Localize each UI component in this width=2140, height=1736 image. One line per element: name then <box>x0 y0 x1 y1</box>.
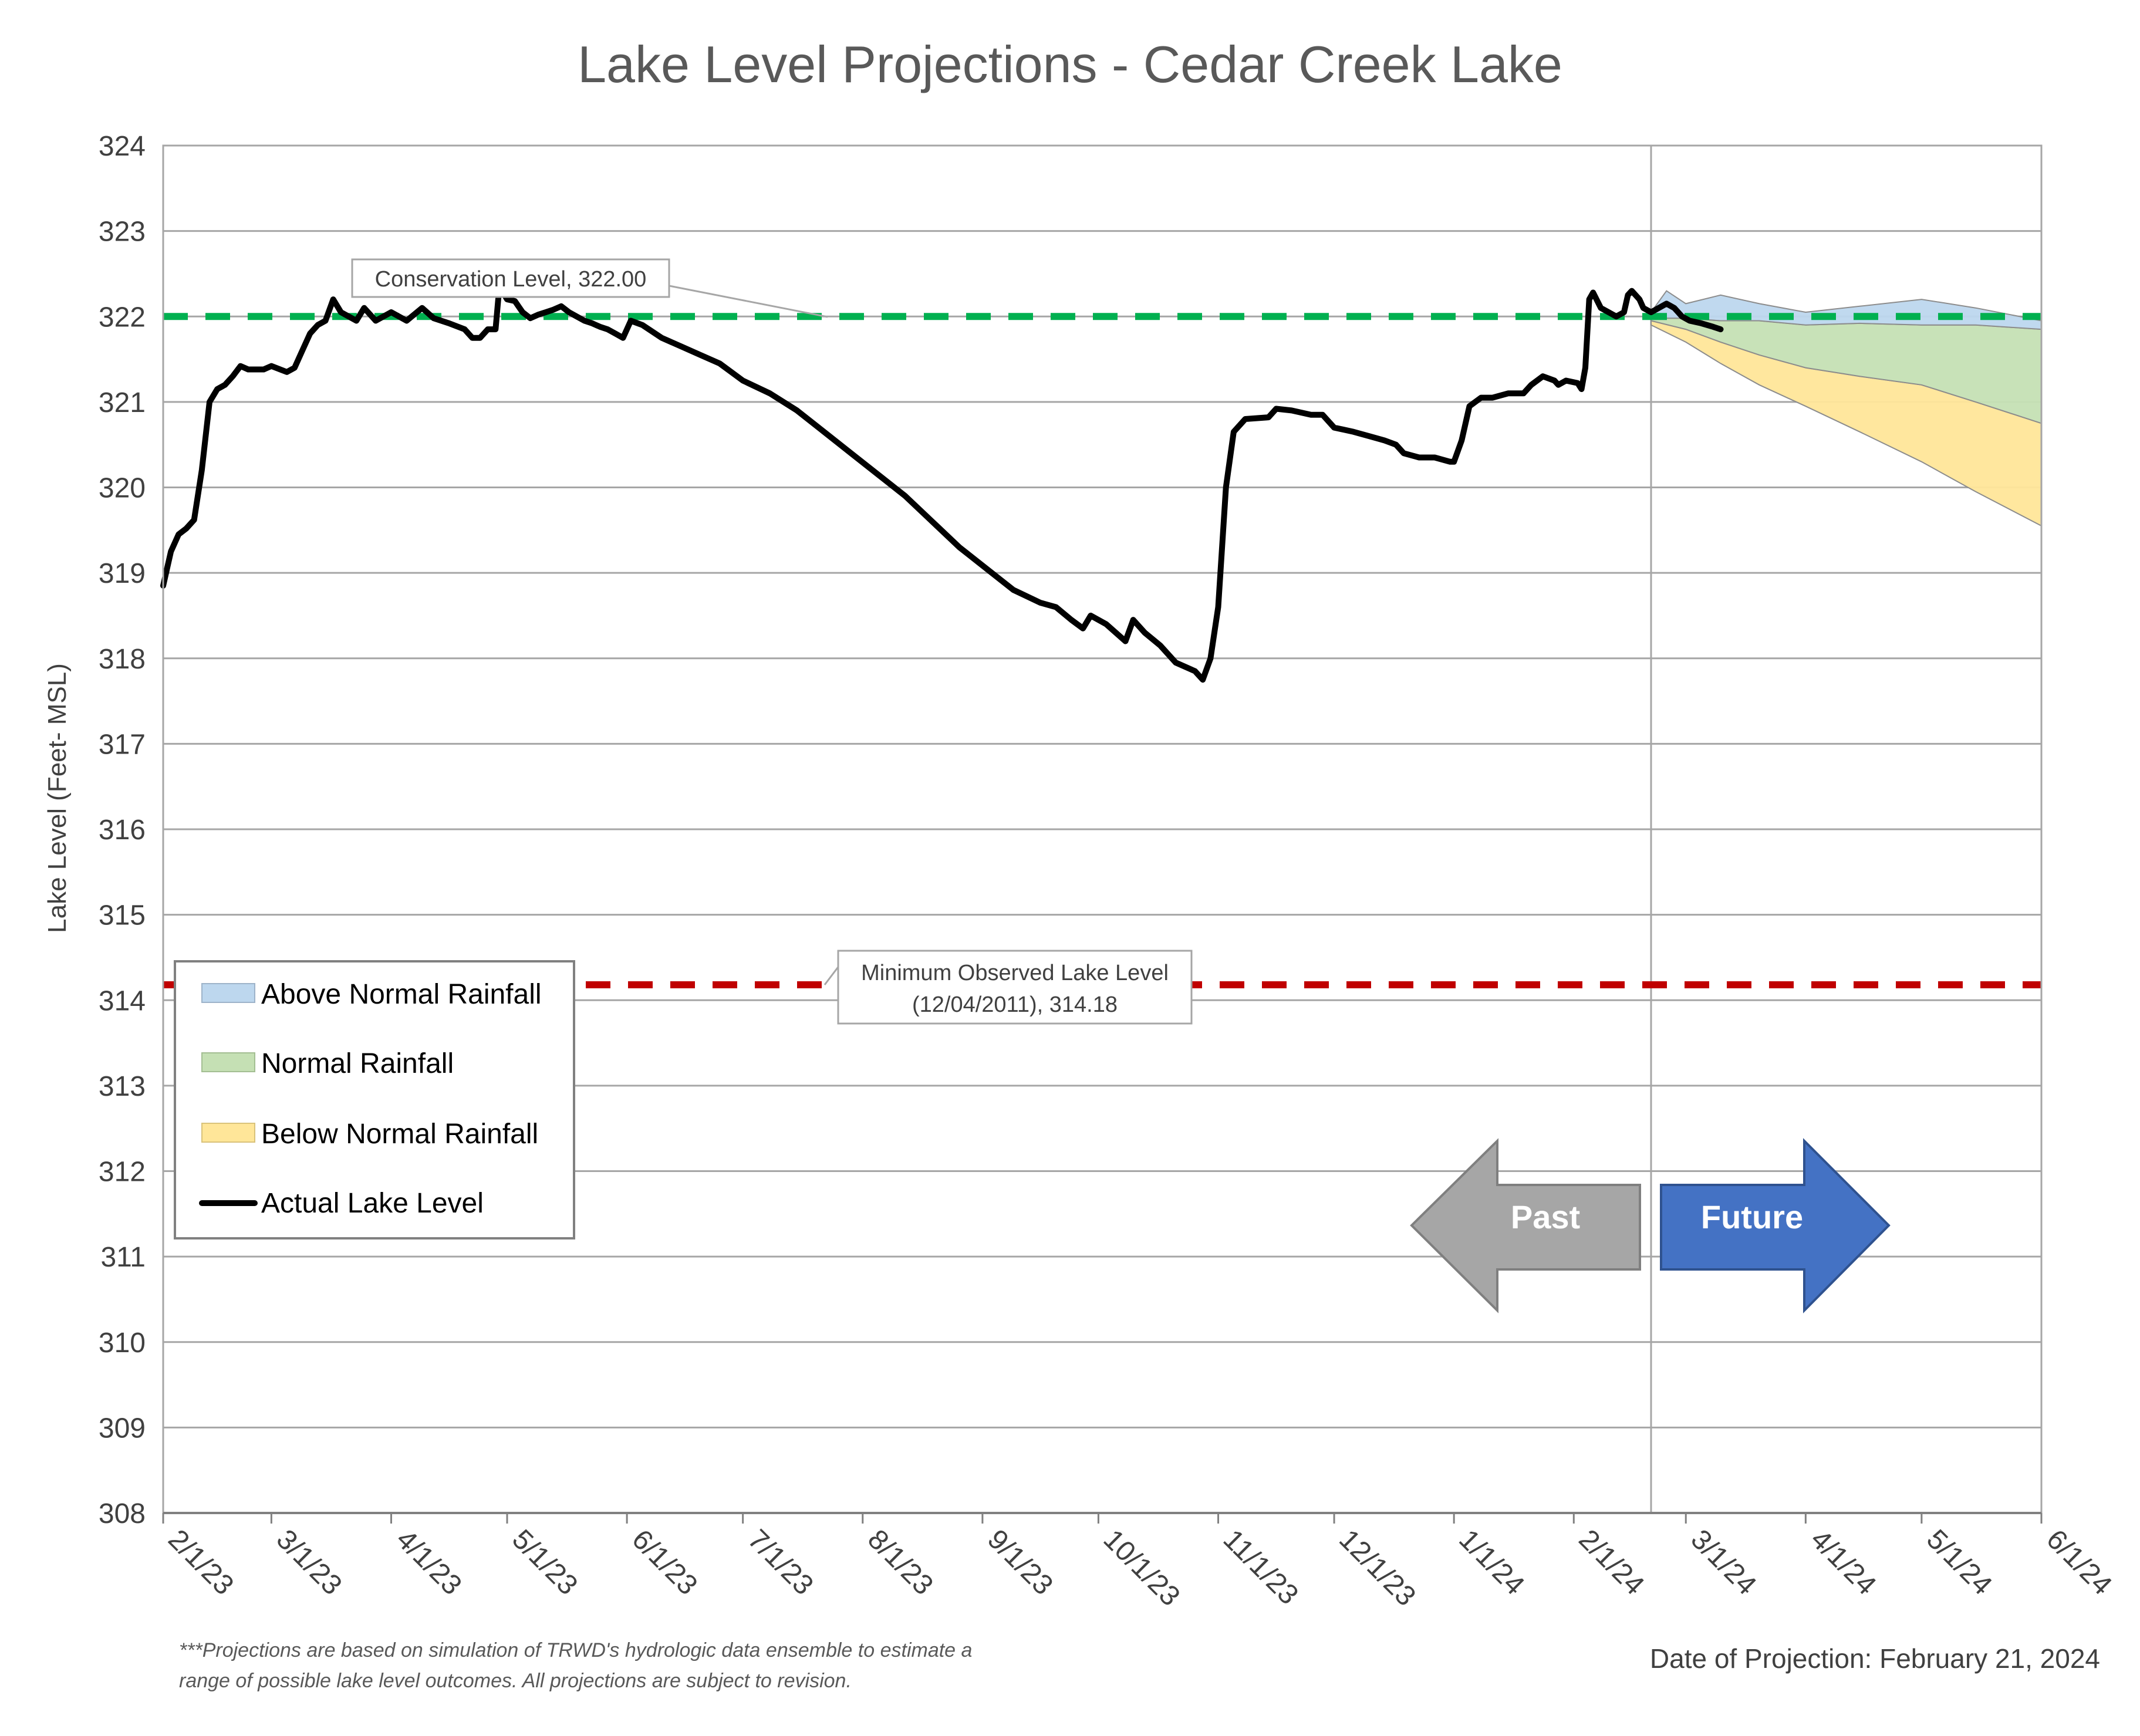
y-tick-label: 315 <box>99 900 146 931</box>
conservation-callout-box <box>351 258 670 298</box>
projection-date: Date of Projection: February 21, 2024 <box>1650 1643 2100 1674</box>
past-arrow-label: Past <box>1511 1198 1580 1235</box>
axis-layer <box>162 144 2043 1524</box>
future-arrow: Future <box>1660 1138 1891 1313</box>
future-arrow-shape <box>1660 1138 1891 1313</box>
y-tick-label: 309 <box>99 1413 146 1444</box>
y-tick-label: 322 <box>99 302 146 333</box>
chart-title: Lake Level Projections - Cedar Creek Lak… <box>578 35 1562 93</box>
y-tick-label: 313 <box>99 1071 146 1102</box>
y-tick-label: 316 <box>99 815 146 846</box>
conservation-callout-leader <box>663 283 828 318</box>
y-tick-label: 318 <box>99 644 146 675</box>
minimum-callout-line1: Minimum Observed Lake Level <box>861 961 1169 985</box>
y-tick-label: 311 <box>100 1242 146 1273</box>
legend-swatch-below-normal <box>201 1123 255 1143</box>
legend-label-above-normal: Above Normal Rainfall <box>261 979 542 1010</box>
y-tick-label: 324 <box>99 131 146 162</box>
y-tick-labels: 308 309 310 311 312 313 314 315 316 317 318 319 320 3… <box>99 131 146 1529</box>
conservation-callout: Conservation Level, 322.00 <box>351 258 828 318</box>
y-tick-label: 323 <box>99 217 146 248</box>
legend-swatch-above-normal <box>201 983 255 1003</box>
y-tick-label: 310 <box>99 1328 146 1359</box>
y-tick-label: 317 <box>99 729 146 760</box>
footnote-line-2: range of possible lake level outcomes. A… <box>179 1670 852 1692</box>
series-layer <box>160 283 1724 683</box>
minimum-callout-leader <box>823 965 841 985</box>
y-tick-label: 320 <box>99 473 146 504</box>
future-arrow-label: Future <box>1701 1198 1803 1235</box>
y-axis-label: Lake Level (Feet- MSL) <box>43 663 72 933</box>
series-actual-lake-level <box>160 283 1724 683</box>
minimum-callout-box <box>837 950 1193 1025</box>
minimum-callout: Minimum Observed Lake Level (12/04/2011)… <box>823 950 1193 1025</box>
y-tick-label: 321 <box>99 387 146 418</box>
legend-label-actual: Actual Lake Level <box>261 1188 484 1219</box>
legend-label-below-normal: Below Normal Rainfall <box>261 1119 538 1150</box>
y-tick-label: 312 <box>99 1157 146 1188</box>
minimum-callout-line2: (12/04/2011), 314.18 <box>912 992 1118 1017</box>
legend-box <box>174 960 575 1239</box>
legend: Above Normal Rainfall Normal Rainfall Be… <box>174 960 575 1239</box>
past-arrow: Past <box>1410 1138 1641 1313</box>
y-tick-label: 314 <box>99 985 146 1016</box>
footnote-line-1: ***Projections are based on simulation o… <box>179 1639 972 1661</box>
legend-swatch-normal <box>201 1052 255 1072</box>
y-tick-label: 308 <box>99 1498 146 1529</box>
legend-label-normal: Normal Rainfall <box>261 1048 454 1079</box>
past-arrow-shape <box>1410 1138 1641 1313</box>
y-tick-label: 319 <box>99 558 146 589</box>
conservation-callout-label: Conservation Level, 322.00 <box>375 267 647 292</box>
